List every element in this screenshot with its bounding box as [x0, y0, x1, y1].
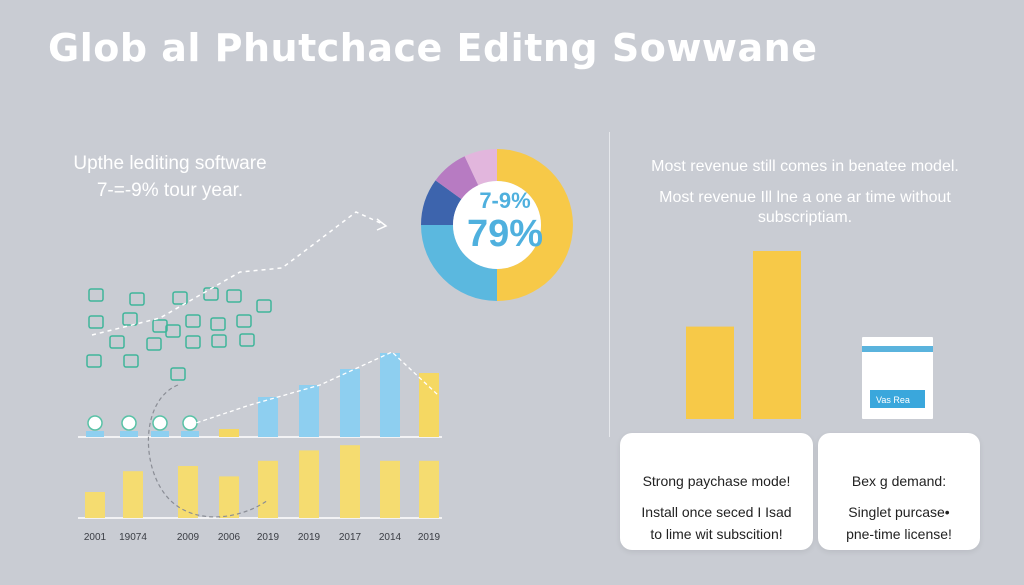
coin-icon	[87, 415, 103, 431]
app-icon	[109, 335, 125, 349]
x-tick-label: 2009	[177, 532, 200, 543]
lower-bar	[419, 460, 439, 518]
right-bar	[753, 251, 801, 419]
x-tick-label: 2006	[218, 532, 241, 543]
lower-bar	[380, 460, 400, 518]
app-icon	[256, 299, 272, 313]
software-icons-cluster	[86, 287, 272, 381]
x-tick-label: 2001	[84, 532, 107, 543]
info-card-1: Strong paychase mode! Install once seced…	[620, 433, 813, 550]
app-icon	[152, 319, 168, 333]
revenue-note-1: Most revenue still comes in benatee mode…	[651, 158, 959, 175]
app-icon	[203, 287, 219, 301]
chart-title: Glob al Phutchace Editng Sowwane	[48, 26, 818, 70]
subtitle-line: 7-=-9% tour year.	[96, 180, 244, 201]
badge-stripe	[862, 346, 933, 352]
x-tick-label: 2019	[257, 532, 280, 543]
trend-line	[91, 211, 386, 336]
card-line: Singlet purcase•	[848, 504, 950, 520]
app-icon	[165, 324, 181, 338]
revenue-note-2-line: subscriptiam.	[757, 209, 853, 226]
app-icon	[236, 314, 252, 328]
x-tick-label: 2019	[418, 532, 441, 543]
donut-chart	[421, 149, 573, 301]
coin-icon	[152, 415, 168, 431]
app-icon	[123, 354, 139, 368]
app-icon	[226, 289, 242, 303]
donut-slice	[497, 149, 573, 301]
x-tick-label: 2017	[339, 532, 362, 543]
right-bar-pair	[686, 251, 801, 419]
right-bar	[686, 326, 734, 419]
card-body: Singlet purcase• pne-time license!	[818, 501, 980, 545]
app-icon	[211, 334, 227, 348]
upper-bar	[340, 369, 360, 437]
revenue-note-2-line: Most revenue Ill lne a one ar time witho…	[659, 189, 951, 206]
card-line: Install once seced I Isad	[641, 504, 792, 520]
upper-bar	[219, 429, 239, 437]
upper-bar	[258, 397, 278, 437]
lower-bar	[258, 460, 278, 518]
subtitle-line: Upthe lediting software	[73, 153, 267, 174]
app-icon	[86, 354, 102, 368]
x-tick-label: 19074	[119, 532, 147, 543]
donut-slice	[464, 149, 497, 186]
coin-base	[86, 431, 104, 437]
app-icon	[172, 291, 188, 305]
card-line: to lime wit subscition!	[650, 526, 783, 542]
coin-icon	[182, 415, 198, 431]
upper-bar	[299, 385, 319, 437]
app-icon	[239, 333, 255, 347]
app-icon	[185, 314, 201, 328]
chart-subtitle: Upthe lediting software 7-=-9% tour year…	[40, 150, 300, 204]
card-line: pne-time license!	[846, 526, 952, 542]
badge-label: Vas Rea	[876, 395, 910, 405]
app-icon	[170, 367, 186, 381]
x-tick-label: 2019	[298, 532, 321, 543]
lower-bar	[178, 466, 198, 518]
upper-trend-dashed	[189, 351, 439, 426]
app-icon	[88, 315, 104, 329]
donut-slice	[435, 156, 479, 200]
donut-slice	[421, 225, 497, 301]
app-icon	[146, 337, 162, 351]
x-tick-label: 2014	[379, 532, 402, 543]
lower-bar	[219, 476, 239, 518]
info-card-2: Bex g demand: Singlet purcase• pne-time …	[818, 433, 980, 550]
panel-divider	[609, 132, 610, 437]
card-heading: Bex g demand:	[851, 473, 947, 489]
upper-bar	[419, 373, 439, 437]
trend-arrowhead	[376, 218, 388, 231]
badge-label-box	[870, 390, 925, 408]
app-icon	[185, 335, 201, 349]
coin-base	[181, 431, 199, 437]
revenue-note-2: Most revenue Ill lne a one ar time witho…	[630, 188, 980, 228]
app-icon	[122, 312, 138, 326]
donut-label-main: 79%	[467, 213, 543, 255]
app-icon	[88, 288, 104, 302]
donut-label-top: 7-9%	[479, 188, 530, 213]
lower-bar	[340, 445, 360, 518]
lower-bar	[299, 450, 319, 518]
donut-slice	[421, 180, 462, 225]
coin-base	[120, 431, 138, 437]
coin-base	[151, 431, 169, 437]
app-icon	[210, 317, 226, 331]
app-icon	[129, 292, 145, 306]
card-body: Install once seced I Isad to lime wit su…	[620, 501, 813, 545]
donut-hole	[453, 181, 541, 269]
card-heading: Strong paychase mode!	[642, 473, 791, 489]
upper-bar	[380, 353, 400, 437]
lower-bar	[123, 471, 143, 518]
lower-bar	[85, 492, 105, 518]
coin-icon	[121, 415, 137, 431]
